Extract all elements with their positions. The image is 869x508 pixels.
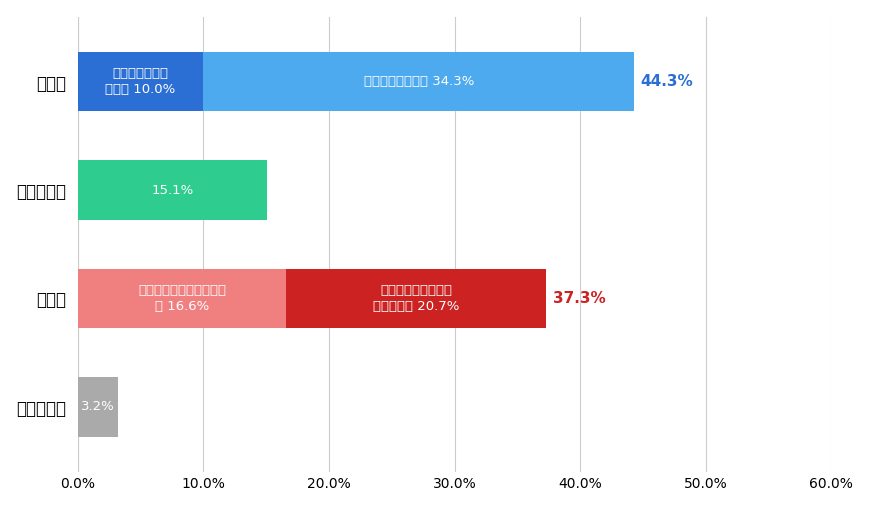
Bar xyxy=(77,377,118,436)
Bar xyxy=(77,52,203,111)
Text: 15.1%: 15.1% xyxy=(151,183,194,197)
Bar xyxy=(77,160,267,220)
Text: 少し平和になった 34.3%: 少し平和になった 34.3% xyxy=(363,75,474,88)
Bar xyxy=(286,269,546,328)
Bar xyxy=(77,269,286,328)
Text: 昔の方が、少し平和だっ
た 16.6%: 昔の方が、少し平和だっ た 16.6% xyxy=(138,284,226,313)
Text: ずいぶん平和に
なった 10.0%: ずいぶん平和に なった 10.0% xyxy=(105,67,176,96)
Text: 44.3%: 44.3% xyxy=(640,74,693,89)
Bar xyxy=(203,52,634,111)
Text: 3.2%: 3.2% xyxy=(81,400,115,414)
Text: 昔の方が、ずいぶん
平和だった 20.7%: 昔の方が、ずいぶん 平和だった 20.7% xyxy=(373,284,459,313)
Text: 37.3%: 37.3% xyxy=(552,291,605,306)
